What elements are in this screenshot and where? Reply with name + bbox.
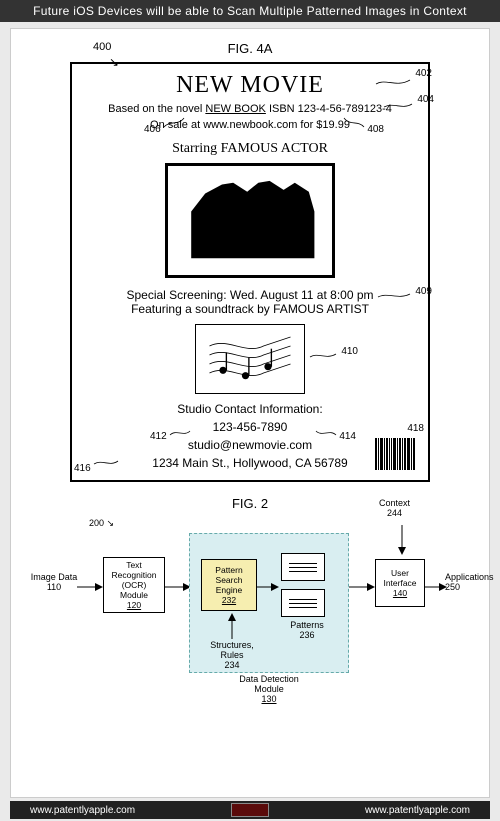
leader-412 — [170, 429, 190, 440]
patterns-label: Patterns236 — [287, 621, 327, 641]
flowchart: 200 ↘ Context244 Image Data110 Text Reco… — [29, 515, 473, 715]
silhouette-frame — [165, 163, 335, 278]
ref-414: 414 — [339, 431, 356, 442]
leader-404 — [384, 102, 414, 113]
leader-410 — [310, 352, 338, 363]
arrow-ocr-pse — [165, 583, 191, 594]
header-bar: Future iOS Devices will be able to Scan … — [0, 0, 500, 22]
footer-right: www.patentlyapple.com — [365, 805, 470, 816]
context-label: Context244 — [379, 499, 410, 519]
ref-400: 400 — [93, 41, 111, 53]
barcode-icon — [375, 438, 420, 470]
screening: Special Screening: Wed. August 11 at 8:0… — [86, 288, 414, 302]
pattern-box-1 — [281, 553, 325, 581]
phone: 123-456-7890 — [86, 420, 414, 434]
structures-label: Structures, Rules234 — [205, 641, 259, 671]
email: studio@newmovie.com — [86, 438, 414, 452]
pattern-box-2 — [281, 589, 325, 617]
pattern-search-engine: Pattern Search Engine 232 — [201, 559, 257, 611]
header-title: Future iOS Devices will be able to Scan … — [33, 4, 467, 18]
ddm-label: Data Detection Module130 — [229, 675, 309, 705]
isbn: ISBN 123-4-56-789123-4 — [266, 103, 392, 115]
user-interface: User Interface 140 — [375, 559, 425, 607]
ref-409: 409 — [415, 286, 432, 297]
leader-406 — [164, 118, 184, 131]
ref-418: 418 — [407, 423, 424, 434]
onsale: On sale at www.newbook.com for $19.99 — [86, 119, 414, 131]
leader-402 — [376, 78, 412, 91]
applications-label: Applications250 — [445, 573, 499, 593]
book-title: NEW BOOK — [205, 103, 266, 115]
poster: NEW MOVIE 402 Based on the novel NEW BOO… — [70, 62, 430, 482]
fig2-area: FIG. 2 200 ↘ Context244 Image Data110 — [29, 496, 471, 716]
ref-200: 200 ↘ — [89, 519, 114, 529]
music-frame — [195, 324, 305, 394]
arrow-patterns-ui — [349, 583, 375, 594]
studio-line1: Studio Contact Information: — [86, 402, 414, 416]
subtitle-prefix: Based on the novel — [108, 103, 205, 115]
leader-409 — [378, 292, 412, 303]
ref-402: 402 — [415, 68, 432, 79]
ref-412: 412 — [150, 431, 167, 442]
ref-408: 408 — [367, 124, 384, 135]
image-data-label: Image Data110 — [27, 573, 81, 593]
soundtrack: Featuring a soundtrack by FAMOUS ARTIST — [86, 302, 414, 316]
starring: Starring FAMOUS ACTOR — [86, 141, 414, 157]
silhouette-icon — [180, 176, 320, 266]
arrow-ui-apps — [425, 583, 447, 594]
arrow-pse-patterns — [257, 583, 279, 594]
footer-bar: www.patentlyapple.com www.patentlyapple.… — [10, 801, 490, 819]
leader-414 — [316, 429, 336, 440]
footer-left: www.patentlyapple.com — [30, 805, 135, 816]
music-icon — [205, 332, 295, 387]
ref-406: 406 — [144, 124, 161, 135]
arrow-structures — [227, 613, 237, 642]
leader-408 — [344, 118, 364, 131]
subtitle-row-1: Based on the novel NEW BOOK ISBN 123-4-5… — [86, 103, 414, 115]
footer-logo-icon — [231, 803, 269, 817]
movie-title: NEW MOVIE — [86, 72, 414, 99]
address: 1234 Main St., Hollywood, CA 56789 — [86, 456, 414, 470]
ref-416: 416 — [74, 463, 91, 474]
ocr-module: Text Recognition (OCR) Module 120 — [103, 557, 165, 613]
ref-404: 404 — [417, 94, 434, 105]
leader-416 — [94, 459, 120, 470]
ref-410: 410 — [341, 346, 358, 357]
arrow-context — [397, 525, 407, 558]
arrow-imgdata — [77, 583, 103, 594]
page: 400 ↘ FIG. 4A NEW MOVIE 402 Based on the… — [10, 28, 490, 798]
